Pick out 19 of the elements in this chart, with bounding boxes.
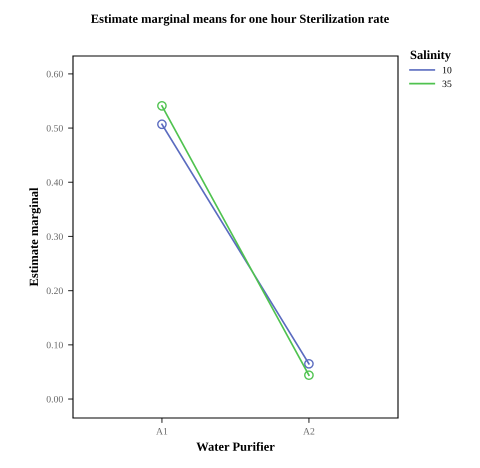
y-tick-label: 0.00 — [46, 396, 63, 403]
x-tick-label: A1 — [156, 428, 168, 434]
point — [304, 370, 314, 380]
chart-title: Estimate marginal means for one hour Sterilization rate — [90, 14, 389, 26]
y-tick-label: 0.10 — [46, 342, 63, 348]
legend-label: 35 — [442, 80, 452, 88]
y-tick-label: 0.60 — [46, 70, 63, 78]
y-tick-label: 0.50 — [46, 124, 63, 132]
legend-title: Salinity — [410, 50, 451, 62]
x-axis-title: Water Purifier — [196, 442, 275, 451]
y-axis-title: Estimate marginal — [29, 188, 41, 286]
point — [157, 100, 167, 111]
y-tick-label: 0.30 — [46, 233, 63, 240]
point — [157, 119, 167, 130]
y-tick-label: 0.40 — [46, 179, 63, 186]
x-tick-label: A2 — [303, 428, 314, 434]
legend-label: 10 — [442, 66, 452, 74]
point — [304, 358, 314, 369]
y-tick-label: 0.20 — [46, 288, 63, 294]
